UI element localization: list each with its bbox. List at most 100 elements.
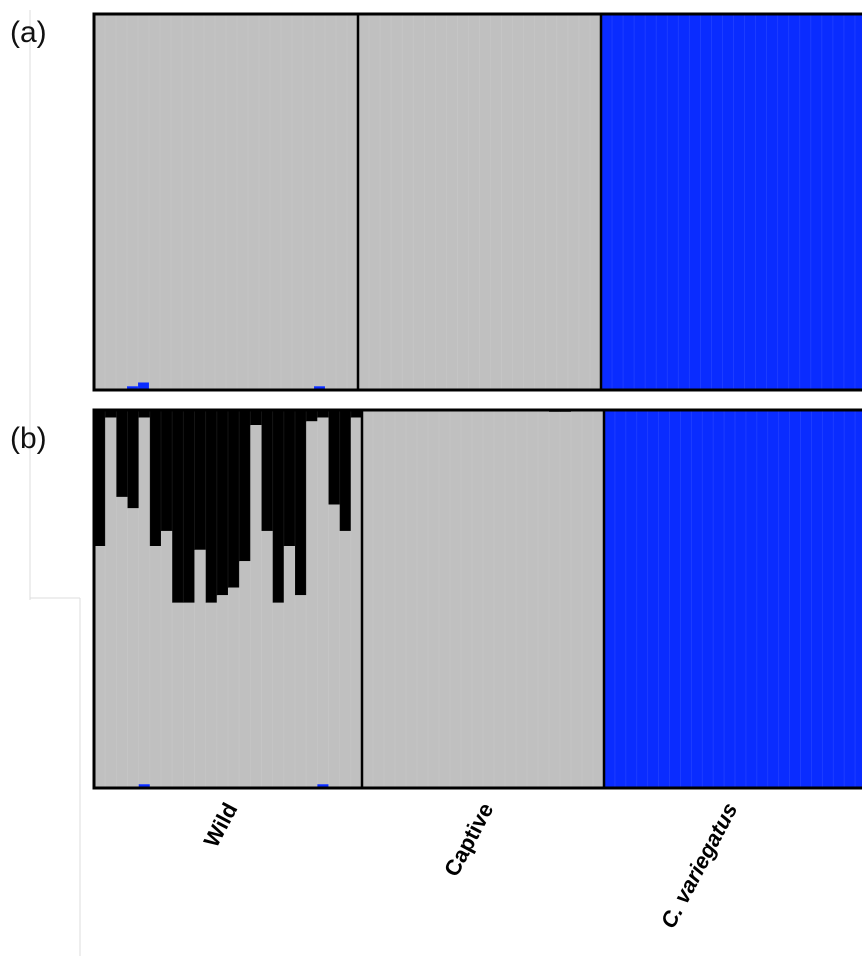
group-label-wild: Wild xyxy=(199,799,243,852)
panel-b-c-variegatus-bar-9-blue xyxy=(691,410,703,788)
panel-a-wild-bar-5-blue xyxy=(138,382,150,390)
panel-b-wild-bar-18-black xyxy=(283,410,296,547)
panel-b-c-variegatus-bar-7-blue xyxy=(669,410,682,788)
panel-b-wild-bar-8-black xyxy=(172,410,184,603)
panel-b-frame xyxy=(92,408,862,790)
panel-b-wild-bar-4-black xyxy=(127,410,140,509)
panel-b-wild-bar-21-black xyxy=(317,410,330,418)
panel-b-c-variegatus-bar-23-blue xyxy=(844,410,856,788)
panel-a-separators xyxy=(356,14,603,390)
panel-b-captive-bar-12-grey xyxy=(483,410,495,788)
panel-b-c-variegatus-bar-11-blue xyxy=(713,410,725,788)
panel-b-wild-bar-2-grey xyxy=(105,417,117,788)
panel-b-label: (b) xyxy=(10,422,47,455)
panel-a-c-variegatus-bar-1-blue xyxy=(601,14,613,390)
panel-b-c-variegatus-bar-1-blue xyxy=(604,410,616,788)
panel-a-c-variegatus-bar-21-blue xyxy=(821,14,834,390)
panel-a-c-variegatus-bar-17-blue xyxy=(777,14,790,390)
panel-a-wild-bar-21-blue xyxy=(314,386,326,390)
panel-b-c-variegatus-bar-20-blue xyxy=(811,410,823,788)
panel-a-wild-bar-19-grey xyxy=(292,14,304,390)
group-label-c-variegatus: C. variegatus xyxy=(655,799,742,933)
panel-b-wild-bar-1-grey xyxy=(94,546,106,788)
panel-a-wild-bar-4-blue xyxy=(127,386,139,390)
panel-b-wild-bar-9-black xyxy=(183,410,196,603)
panel-a-wild-bar-10-grey xyxy=(193,14,205,390)
panel-b-captive-bar-16-grey xyxy=(527,410,539,788)
panel-b-wild-bar-15-grey xyxy=(250,425,263,788)
panel-a-captive-bar-21-grey xyxy=(578,14,591,390)
panel-b-captive-bar-3-grey xyxy=(384,410,396,788)
panel-b-captive-bar-4-grey xyxy=(395,410,407,788)
panel-a-wild-bar-15-grey xyxy=(248,14,260,390)
panel-b-wild-bar-22-grey xyxy=(328,504,341,788)
panel-b-wild-bar-24-black xyxy=(350,410,363,418)
panel-a-label: (a) xyxy=(10,16,47,49)
panel-b-captive-bar-21-grey xyxy=(582,410,594,788)
panel-b-c-variegatus-bar-16-blue xyxy=(767,410,780,788)
panel-a-c-variegatus-bar-7-blue xyxy=(667,14,679,390)
panel-a-captive-bar-20-grey xyxy=(567,14,580,390)
panel-b-wild-bar-7-grey xyxy=(161,530,173,788)
panel-b-wild-bar-3-black xyxy=(116,410,129,497)
panel-b-wild-bar-6-black xyxy=(149,410,162,547)
panel-b-c-variegatus-bar-10-blue xyxy=(702,410,714,788)
panel-a-c-variegatus-bar-13-blue xyxy=(733,14,746,390)
panel-a-captive-bar-8-grey xyxy=(435,14,447,390)
panel-b-c-variegatus-bar-6-blue xyxy=(658,410,671,788)
panel-a-wild-bar-22-grey xyxy=(325,14,337,390)
panel-a-captive-bar-1-grey xyxy=(358,14,370,390)
panel-b-captive-bar-2-grey xyxy=(373,410,385,788)
panel-a-captive-bar-5-grey xyxy=(402,14,414,390)
panel-b-wild-bar-4-grey xyxy=(127,508,140,788)
panel-b-c-variegatus-bar-2-blue xyxy=(614,410,627,788)
panel-a-wild-bar-8-grey xyxy=(171,14,183,390)
panel-b-wild-bar-7-black xyxy=(161,410,173,531)
panel-a-captive-bar-18-grey xyxy=(545,14,558,390)
panel-b-wild-bar-5-grey xyxy=(138,417,151,785)
panel-a-c-variegatus-bar-11-blue xyxy=(711,14,724,390)
panel-b-captive-bar-5-grey xyxy=(406,410,418,788)
panel-b-bars xyxy=(94,410,862,788)
panel-b-captive-bar-9-grey xyxy=(450,410,462,788)
panel-b-captive-bar-19-grey xyxy=(560,411,572,788)
panel-a-wild-bar-2-grey xyxy=(105,14,117,390)
panel-b: (b) xyxy=(10,408,862,790)
panel-a-wild-bar-24-grey xyxy=(347,14,359,390)
panel-b-captive-bar-13-grey xyxy=(494,410,506,788)
panel-b-wild-bar-24-grey xyxy=(350,417,363,788)
panel-b-wild-bar-2-black xyxy=(105,410,117,418)
panel-a-c-variegatus-bar-3-blue xyxy=(623,14,635,390)
panel-a-captive-bar-3-grey xyxy=(380,14,392,390)
panel-b-wild-bar-14-black xyxy=(239,410,251,562)
panel-b-captive-bar-22-grey xyxy=(593,410,605,788)
group-labels: Wild Captive C. variegatus xyxy=(199,799,743,933)
panel-b-wild-bar-1-black xyxy=(94,410,106,547)
panel-a-wild-bar-4-grey xyxy=(127,14,139,387)
panel-b-c-variegatus-bar-5-blue xyxy=(647,410,660,788)
panel-b-captive-bar-1-grey xyxy=(362,410,374,788)
panel-a-captive-bar-16-grey xyxy=(523,14,536,390)
panel-b-c-variegatus-bar-19-blue xyxy=(800,410,813,788)
panel-b-wild-bar-5-black xyxy=(138,410,151,418)
panel-a-captive-bar-14-grey xyxy=(501,14,514,390)
panel-b-wild-bar-21-grey xyxy=(317,417,330,785)
panel-b-captive-bar-20-grey xyxy=(571,410,583,788)
panel-a-captive-bar-6-grey xyxy=(413,14,425,390)
panel-a-wild-bar-7-grey xyxy=(160,14,172,390)
panel-a-c-variegatus-bar-10-blue xyxy=(700,14,713,390)
panel-a-wild-bar-18-grey xyxy=(281,14,293,390)
panel-b-c-variegatus-bar-21-blue xyxy=(822,410,834,788)
panel-a-c-variegatus-bar-8-blue xyxy=(678,14,690,390)
panel-b-captive-bar-17-grey xyxy=(538,410,550,788)
panel-b-c-variegatus-bar-13-blue xyxy=(735,410,747,788)
panel-b-separators xyxy=(360,410,606,788)
panel-a-c-variegatus-bar-6-blue xyxy=(656,14,668,390)
panel-b-wild-bar-20-grey xyxy=(306,421,318,788)
panel-b-wild-bar-20-black xyxy=(306,410,318,422)
panel-b-c-variegatus-bar-24-blue xyxy=(855,410,862,788)
panel-a-wild-bar-20-grey xyxy=(303,14,315,390)
panel-b-c-variegatus-bar-12-blue xyxy=(724,410,736,788)
panel-b-wild-bar-17-black xyxy=(272,410,285,603)
panel-a-wild-bar-16-grey xyxy=(259,14,271,390)
